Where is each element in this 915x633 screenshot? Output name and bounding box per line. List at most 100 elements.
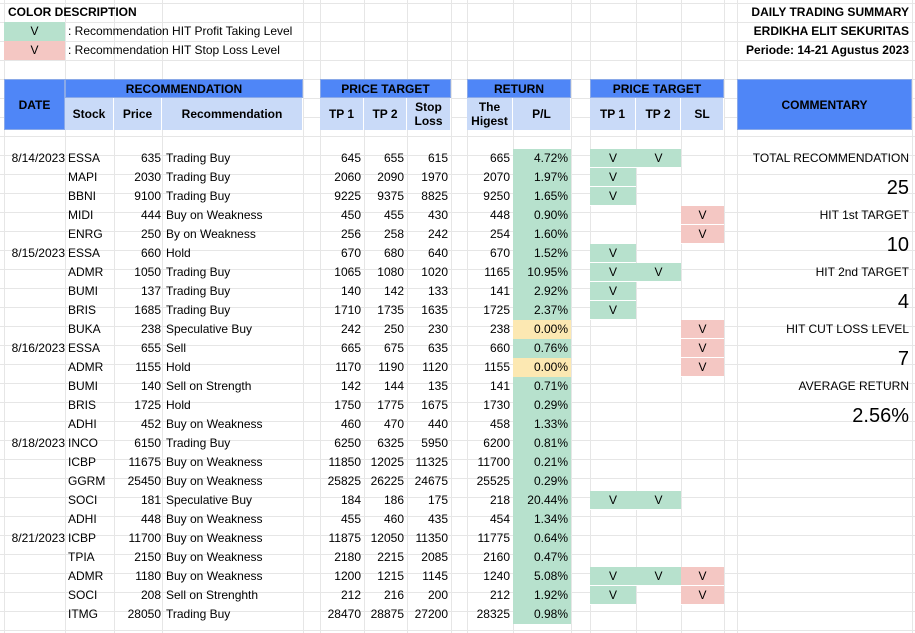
cell-highest: 28325: [476, 607, 510, 621]
cell-stop-loss: 8825: [421, 189, 448, 203]
cell-tp2: 470: [383, 417, 404, 431]
cell-hit-sl: V: [681, 320, 724, 339]
cell-highest: 1730: [483, 398, 510, 412]
cell-pl: 0.29%: [513, 396, 571, 415]
cell-hit-tp2: [636, 282, 681, 301]
cell-tp1: 1710: [334, 303, 361, 317]
cell-hit-tp2: [636, 548, 681, 567]
cell-pl: 1.92%: [513, 586, 571, 605]
subheader-stop-loss: Stop Loss: [407, 98, 451, 130]
cell-stock: ESSA: [68, 151, 101, 165]
cell-price: 6150: [134, 436, 161, 450]
commentary-value: 25: [886, 177, 909, 199]
cell-hit-tp2: [636, 415, 681, 434]
cell-pl: 1.33%: [513, 415, 571, 434]
cell-hit-tp2: [636, 396, 681, 415]
cell-pl: 0.64%: [513, 529, 571, 548]
cell-recommendation: By on Weakness: [166, 227, 256, 241]
cell-recommendation: Speculative Buy: [166, 493, 253, 507]
subheader-pl: P/L: [513, 98, 571, 130]
cell-recommendation: Buy on Weakness: [166, 512, 263, 526]
cell-tp1: 1170: [335, 360, 361, 374]
cell-recommendation: Buy on Weakness: [166, 417, 263, 431]
cell-price: 238: [140, 322, 161, 336]
cell-stock: GGRM: [68, 474, 106, 488]
cell-recommendation: Trading Buy: [166, 265, 231, 279]
cell-hit-tp1: V: [590, 586, 636, 605]
cell-hit-sl: [681, 168, 724, 187]
legend-red-text: : Recommendation HIT Stop Loss Level: [68, 43, 280, 57]
cell-tp2: 2090: [377, 170, 404, 184]
cell-tp1: 140: [340, 284, 361, 298]
cell-price: 11675: [128, 455, 161, 469]
cell-highest: 660: [489, 341, 510, 355]
cell-price: 1155: [135, 360, 161, 374]
cell-tp2: 1080: [377, 265, 404, 279]
cell-hit-tp1: V: [590, 567, 636, 586]
cell-tp2: 258: [383, 227, 404, 241]
cell-stock: ITMG: [68, 607, 98, 621]
cell-highest: 141: [489, 284, 510, 298]
cell-highest: 212: [489, 588, 510, 602]
cell-price: 1685: [134, 303, 161, 317]
cell-hit-tp1: [590, 605, 636, 624]
cell-hit-tp2: V: [636, 491, 681, 510]
cell-date: 8/18/2023: [11, 436, 65, 450]
cell-recommendation: Buy on Weakness: [166, 569, 263, 583]
cell-date: [4, 491, 65, 510]
cell-tp2: 455: [383, 208, 404, 222]
cell-stop-loss: 615: [427, 151, 448, 165]
cell-highest: 218: [489, 493, 510, 507]
cell-hit-tp2: V: [636, 263, 681, 282]
cell-pl: 0.00%: [513, 320, 571, 339]
summary-title: DAILY TRADING SUMMARY: [751, 5, 909, 19]
cell-stock: ICBP: [68, 455, 97, 469]
cell-tp1: 184: [340, 493, 361, 507]
cell-recommendation: Hold: [166, 360, 191, 374]
subheader-recommendation: Recommendation: [162, 98, 303, 130]
cell-tp2: 1215: [377, 569, 404, 583]
cell-price: 2150: [134, 550, 161, 564]
cell-pl: 0.81%: [513, 434, 571, 453]
cell-tp2: 9375: [377, 189, 404, 203]
cell-hit-sl: [681, 491, 724, 510]
cell-tp2: 216: [383, 588, 404, 602]
cell-price: 250: [140, 227, 161, 241]
subheader-highest: The Higest: [467, 98, 513, 130]
cell-tp2: 28875: [370, 607, 404, 621]
cell-hit-sl: [681, 605, 724, 624]
cell-stop-loss: 5950: [421, 436, 448, 450]
cell-pl: 0.98%: [513, 605, 571, 624]
cell-hit-sl: [681, 301, 724, 320]
cell-hit-sl: V: [681, 567, 724, 586]
company-name: ERDIKHA ELIT SEKURITAS: [753, 24, 909, 38]
cell-stock: MAPI: [68, 170, 98, 184]
cell-pl: 0.21%: [513, 453, 571, 472]
commentary-label: HIT 2nd TARGET: [815, 265, 909, 279]
cell-highest: 458: [489, 417, 510, 431]
cell-recommendation: Trading Buy: [166, 284, 231, 298]
cell-recommendation: Trading Buy: [166, 189, 231, 203]
cell-hit-tp1: [590, 529, 636, 548]
cell-hit-tp1: [590, 510, 636, 529]
cell-tp2: 26225: [370, 474, 404, 488]
cell-tp1: 142: [340, 379, 361, 393]
cell-price: 1180: [135, 569, 161, 583]
cell-highest: 454: [489, 512, 510, 526]
cell-hit-sl: [681, 149, 724, 168]
cell-hit-tp2: [636, 472, 681, 491]
cell-price: 181: [140, 493, 161, 507]
cell-stock: ENRG: [68, 227, 103, 241]
cell-pl: 0.00%: [513, 358, 571, 377]
cell-hit-sl: V: [681, 206, 724, 225]
cell-stock: TPIA: [68, 550, 95, 564]
cell-price: 2030: [134, 170, 161, 184]
cell-price: 452: [140, 417, 161, 431]
cell-stock: SOCI: [68, 588, 98, 602]
cell-tp1: 460: [340, 417, 361, 431]
cell-tp1: 2060: [334, 170, 361, 184]
cell-hit-tp1: [590, 548, 636, 567]
cell-stock: ESSA: [68, 341, 101, 355]
cell-stock: ADMR: [68, 265, 104, 279]
cell-tp1: 25825: [327, 474, 361, 488]
